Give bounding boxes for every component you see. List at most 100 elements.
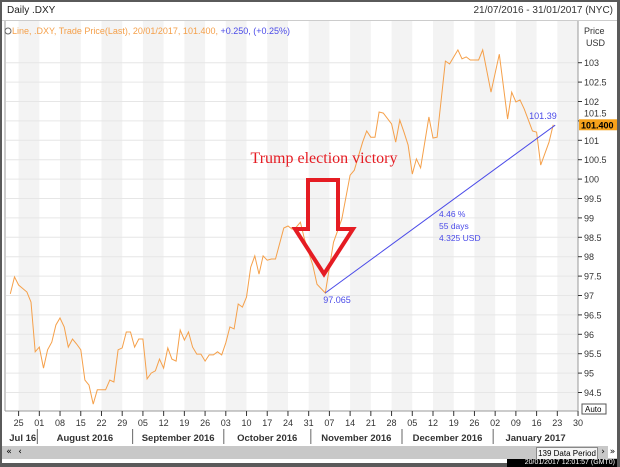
month-label: August 2016 [57, 433, 114, 444]
x-tick-label: 16 [532, 418, 542, 428]
y-tick-label: 95 [584, 369, 594, 379]
month-label: December 2016 [413, 433, 483, 444]
x-tick-label: 30 [573, 418, 583, 428]
week-band [267, 21, 288, 411]
x-tick-label: 09 [511, 418, 521, 428]
y-tick-label: 102 [584, 97, 599, 107]
x-tick-label: 01 [34, 418, 44, 428]
week-band [60, 21, 81, 411]
last-price-value: 101.400 [581, 120, 614, 130]
y-tick-label: 101.5 [584, 108, 607, 118]
x-tick-label: 26 [200, 418, 210, 428]
time-scrollbar[interactable]: « ‹ 139 Data Period › » [2, 446, 617, 460]
legend-clock-icon[interactable] [4, 27, 12, 35]
y-tick-label: 100.5 [584, 155, 607, 165]
x-tick-label: 12 [428, 418, 438, 428]
week-band [18, 21, 40, 411]
x-tick-label: 03 [221, 418, 231, 428]
price-chart[interactable]: 94.59595.59696.59797.59898.59999.5100100… [2, 2, 617, 446]
y-ticks: 94.5 95 95.5 96 96.5 97 97.5 98 98.5 99 99.5 100 100… [578, 58, 607, 398]
price-line[interactable] [9, 48, 554, 405]
y-tick-label: 102.5 [584, 78, 607, 88]
week-band [350, 21, 371, 411]
week-band [308, 21, 330, 411]
x-tick-label: 19 [179, 418, 189, 428]
x-tick-label: 23 [552, 418, 562, 428]
week-band [142, 21, 164, 411]
y-tick-label: 99 [584, 213, 594, 223]
scroll-next-icon[interactable]: › [601, 447, 605, 457]
y-tick-label: 95.5 [584, 349, 602, 359]
last-price-badge [579, 119, 617, 131]
x-tick-label: 10 [242, 418, 252, 428]
trend-line[interactable] [324, 124, 556, 294]
x-tick-label: 08 [55, 418, 65, 428]
data-period-button[interactable]: 139 Data Period [536, 447, 598, 460]
week-band [225, 21, 247, 411]
y-tick-label: 98.5 [584, 233, 602, 243]
headline-annotation: Trump election victory [251, 150, 398, 167]
x-tick-label: 05 [407, 418, 417, 428]
x-tick-label: 24 [283, 418, 293, 428]
high-label: 101.39 [529, 111, 557, 121]
y-tick-label: 98 [584, 252, 594, 262]
x-tick-label: 22 [96, 418, 106, 428]
legend-main: Line, .DXY, Trade Price(Last), 20/01/201… [12, 26, 218, 36]
scroll-last-icon[interactable]: » [608, 446, 617, 458]
price-axis-label: Price [584, 26, 605, 36]
x-tick-label: 26 [469, 418, 479, 428]
x-tick-label: 14 [345, 418, 355, 428]
month-label: January 2017 [505, 433, 565, 444]
week-bands [18, 21, 579, 411]
x-tick-label: 12 [159, 418, 169, 428]
month-label: November 2016 [321, 433, 391, 444]
grid-lines [6, 62, 578, 393]
date-range: 21/07/2016 - 31/01/2017 (NYC) [473, 5, 613, 16]
price-axis-bg [578, 21, 617, 411]
week-band [515, 21, 537, 411]
x-tick-label: 21 [366, 418, 376, 428]
auto-scale-button[interactable] [581, 403, 607, 415]
x-tick-label: 19 [449, 418, 459, 428]
y-tick-label: 97.5 [584, 272, 602, 282]
legend: Line, .DXY, Trade Price(Last), 20/01/201… [12, 26, 290, 36]
y-tick-label: 96 [584, 330, 594, 340]
x-tick-label: 31 [304, 418, 314, 428]
y-tick-label: 100 [584, 175, 599, 185]
week-band [391, 21, 413, 411]
x-tick-label: 07 [324, 418, 334, 428]
scroll-prev-icon[interactable]: ‹ [18, 447, 22, 457]
month-label: September 2016 [142, 433, 215, 444]
unit-label: USD [586, 38, 606, 48]
trend-stat-days: 55 days [439, 221, 469, 231]
x-tick-label: 15 [76, 418, 86, 428]
week-band [101, 21, 123, 411]
x-tick-label: 17 [262, 418, 272, 428]
y-tick-label: 101 [584, 136, 599, 146]
week-band [433, 21, 454, 411]
x-ticks: 25 01 08 15 22 29 05 12 19 26 03 10 17 24 31 07 14 21 28 05… [14, 411, 583, 428]
week-band [474, 21, 496, 411]
chart-title: Daily .DXY [7, 5, 56, 16]
x-tick-label: 29 [117, 418, 127, 428]
x-tick-label: 02 [490, 418, 500, 428]
y-tick-label: 96.5 [584, 310, 602, 320]
week-band [184, 21, 206, 411]
y-tick-label: 99.5 [584, 194, 602, 204]
scroll-first-icon[interactable]: « [6, 447, 12, 457]
trend-stat-pct: 4.46 % [439, 209, 466, 219]
trend-stat-usd: 4.325 USD [439, 233, 481, 243]
status-timestamp: 20/01/2017 12:01:57 (GMT0) [507, 459, 617, 467]
low-label: 97.065 [323, 295, 351, 305]
x-tick-label: 28 [387, 418, 397, 428]
y-tick-label: 103 [584, 58, 599, 68]
x-tick-label: 25 [14, 418, 24, 428]
title-bar: Daily .DXY 21/07/2016 - 31/01/2017 (NYC) [2, 2, 617, 21]
legend-change: +0.250, (+0.25%) [220, 26, 290, 36]
week-band [557, 21, 579, 411]
month-label: October 2016 [237, 433, 297, 444]
month-label: Jul 16 [9, 433, 36, 444]
y-tick-label: 97 [584, 291, 594, 301]
y-tick-label: 94.5 [584, 388, 602, 398]
